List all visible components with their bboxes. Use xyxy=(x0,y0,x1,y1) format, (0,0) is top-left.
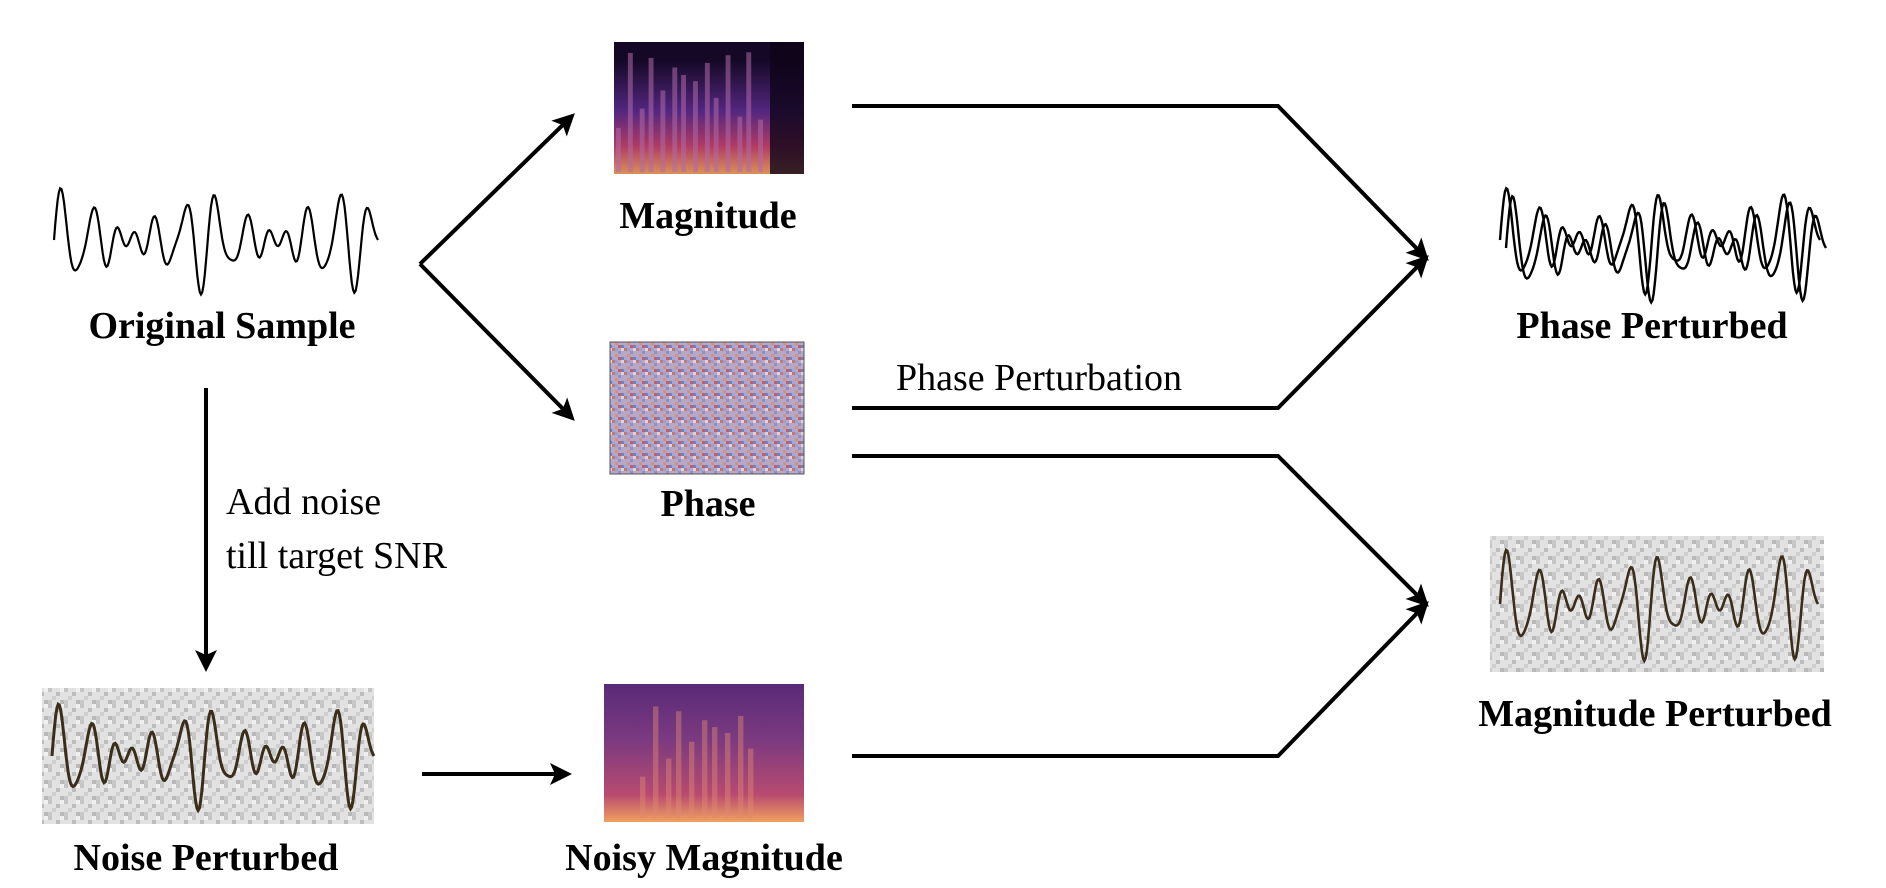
noisy-magnitude-spectrogram xyxy=(604,684,804,822)
arrow-to-phase xyxy=(418,262,575,421)
label-noise-perturbed: Noise Perturbed xyxy=(74,837,339,879)
label-noisy-magnitude: Noisy Magnitude xyxy=(565,837,843,879)
magnitude-perturbed-waveform xyxy=(1490,536,1824,672)
arrow-noisy-magnitude-to-magnitude-perturbed xyxy=(852,601,1429,758)
noise-perturbed-waveform xyxy=(42,688,376,824)
original-waveform xyxy=(52,186,379,297)
label-magnitude-perturbed: Magnitude Perturbed xyxy=(1478,693,1832,735)
phase-perturbed-waveform xyxy=(1498,186,1828,305)
label-phase: Phase xyxy=(661,483,756,525)
label-magnitude: Magnitude xyxy=(619,195,796,237)
magnitude-spectrogram xyxy=(614,42,804,174)
flow-arrows xyxy=(195,104,1429,785)
label-phase-perturbed: Phase Perturbed xyxy=(1516,305,1787,347)
phase-spectrogram xyxy=(609,341,805,475)
annotation-phase-perturbation: Phase Perturbation xyxy=(896,357,1182,399)
arrow-phase-to-phase-perturbed xyxy=(852,255,1429,410)
arrow-phase-to-magnitude-perturbed xyxy=(852,454,1429,607)
arrow-to-magnitude xyxy=(418,113,575,266)
annotation-add-noise-line1: Add noise xyxy=(226,481,381,523)
arrow-magnitude-to-phase-perturbed xyxy=(852,104,1429,261)
label-original-sample: Original Sample xyxy=(88,305,355,347)
annotation-add-noise-line2: till target SNR xyxy=(226,535,448,577)
